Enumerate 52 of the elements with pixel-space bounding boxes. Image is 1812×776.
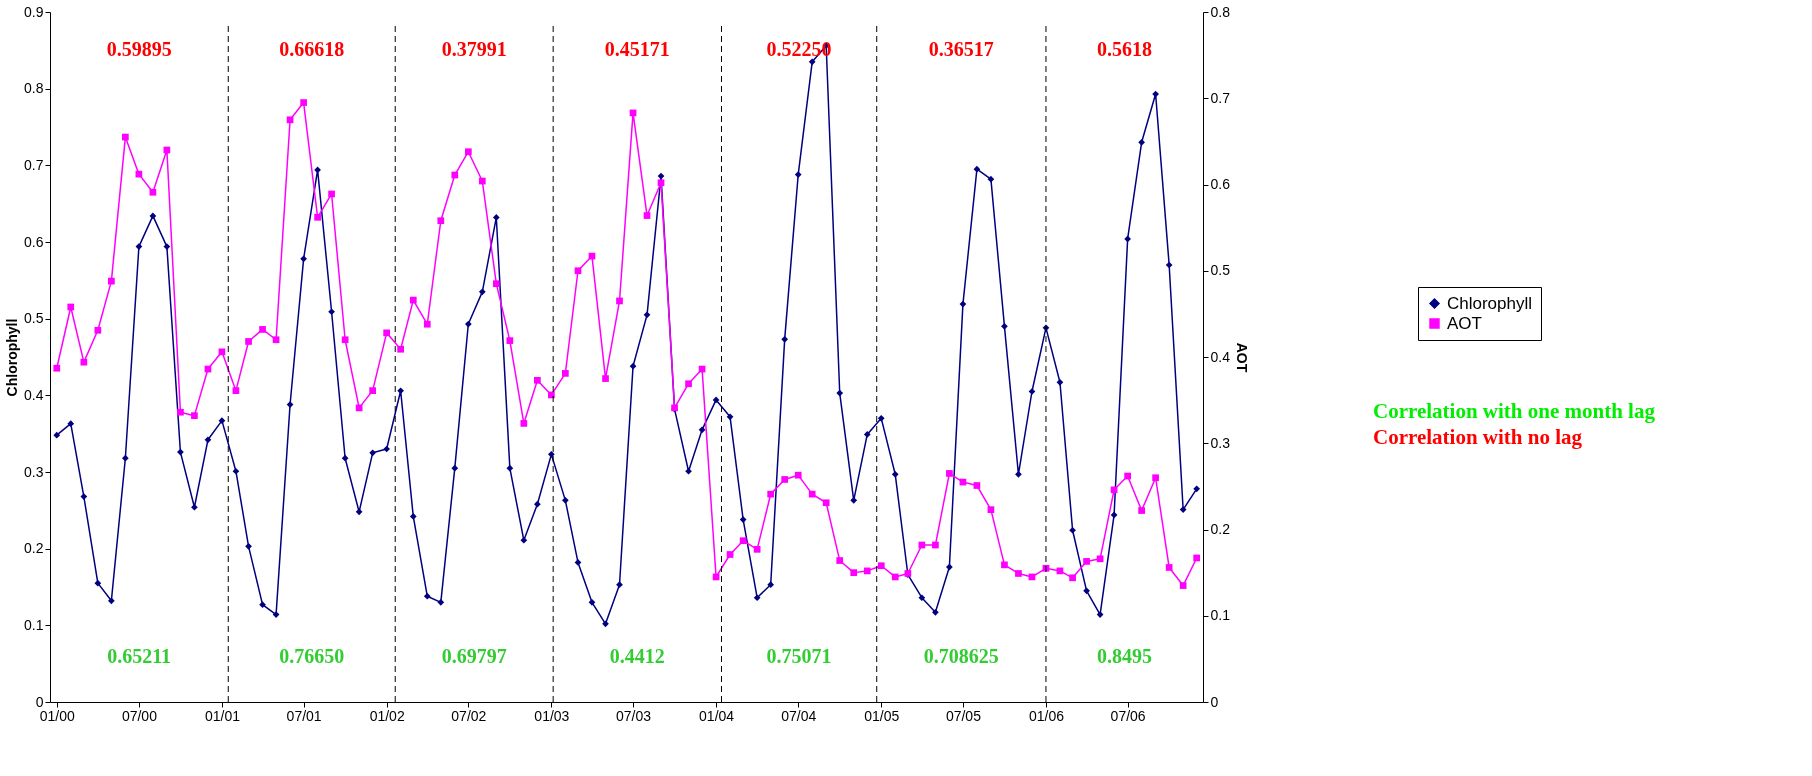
x-tick-label: 01/06 [1028,707,1065,724]
annotation: 0.76650 [279,645,345,667]
y-tick-label: 0.1 [24,616,44,633]
x-tick-label: 07/03 [616,707,652,724]
y-tick-label: 0 [35,693,44,710]
y-tick-label: 0.6 [24,233,44,250]
annotation: 0.37991 [441,38,507,60]
y2-tick-label: 0.6 [1210,176,1231,192]
y2-tick-label: 0.8 [1210,3,1231,20]
annotation: 0.45171 [604,38,670,60]
y-tick-label: 0.2 [24,540,44,557]
y2-tick-label: 0 [1210,693,1219,710]
y-tick-label: 0.7 [24,156,44,173]
annotation: 0.708625 [923,645,999,667]
y2-tick-label: 0.1 [1210,607,1231,624]
annotation: 0.5618 [1096,38,1152,60]
y-tick-label: 0.4 [24,386,44,403]
annotation: 0.4412 [609,645,665,667]
text: Correlation with no lag [1373,425,1583,449]
y2-tick-label: 0.5 [1210,262,1231,279]
x-tick-label: 01/01 [204,707,241,724]
x-tick-label: 01/05 [864,707,900,724]
annotation: 0.66618 [279,38,345,60]
x-tick-label: 07/01 [286,707,322,724]
x-tick-label: 07/00 [121,707,158,724]
x-tick-label: 01/00 [39,707,75,724]
annotation: 0.36517 [928,38,994,60]
x-tick-label: 01/04 [699,707,735,724]
x-tick-label: 07/06 [1110,707,1146,724]
x-tick-label: 01/03 [534,707,570,724]
y2-axis-title: AOT [1233,342,1250,373]
y-tick-label: 0.5 [24,310,44,327]
y2-tick-label: 0.2 [1210,521,1231,537]
legend-label: AOT [1447,313,1482,333]
text: Correlation with one month lag [1373,399,1656,423]
y2-tick-label: 0.7 [1210,89,1231,106]
annotation: 0.8495 [1096,645,1152,667]
annotation: 0.59895 [106,38,172,60]
y-axis-title: Chlorophyll [4,318,21,397]
x-tick-label: 07/05 [945,707,982,724]
y-tick-label: 0.3 [24,463,44,480]
legend-label: Chlorophyll [1447,293,1533,313]
y2-tick-label: 0.3 [1210,434,1231,451]
y-tick-label: 0.9 [24,3,44,20]
x-tick-label: 07/04 [781,707,817,724]
annotation: 0.69797 [441,645,507,667]
x-tick-label: 07/02 [451,707,487,724]
y2-tick-label: 0.4 [1210,348,1231,365]
y-tick-label: 0.8 [24,80,44,97]
annotation: 0.75071 [766,645,832,667]
x-tick-label: 01/02 [369,707,405,724]
annotation: 0.65211 [107,645,172,667]
